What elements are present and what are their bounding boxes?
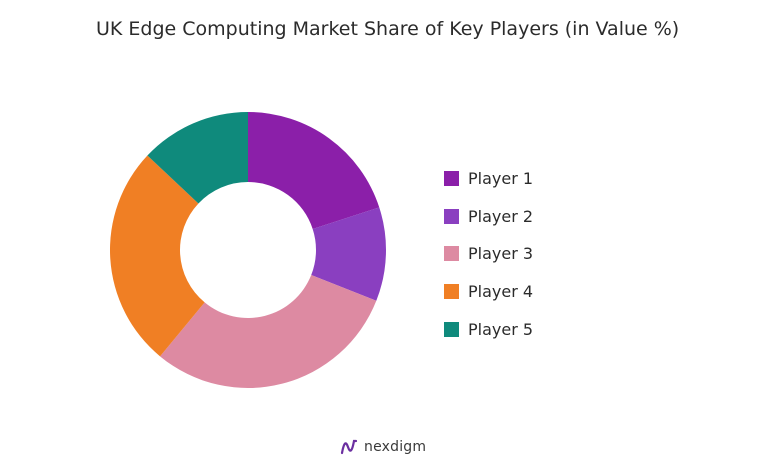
legend-label: Player 2: [468, 206, 534, 226]
legend-swatch: [444, 246, 459, 262]
chart-title: UK Edge Computing Market Share of Key Pl…: [96, 18, 680, 40]
legend: Player 1 Player 2 Player 3 Player 4 Player 5: [444, 160, 533, 348]
nexdigm-logo-icon: [340, 439, 358, 455]
legend-swatch: [444, 321, 459, 337]
slice-5: [147, 112, 248, 204]
legend-item-4: Player 4: [444, 273, 533, 311]
slice-3: [160, 275, 377, 388]
legend-item-2: Player 2: [444, 198, 533, 236]
legend-item-3: Player 3: [444, 235, 533, 273]
slice-4: [109, 155, 205, 357]
brand-name: nexdigm: [364, 439, 427, 455]
legend-item-1: Player 1: [444, 160, 533, 198]
legend-label: Player 4: [468, 282, 534, 302]
legend-label: Player 5: [468, 319, 534, 339]
slice-2: [311, 207, 386, 301]
slice-1: [248, 112, 380, 229]
legend-swatch: [444, 171, 459, 187]
legend-swatch: [444, 208, 459, 224]
legend-label: Player 3: [468, 244, 534, 264]
legend-label: Player 1: [468, 169, 534, 189]
legend-item-5: Player 5: [444, 310, 533, 348]
brand: nexdigm: [340, 438, 426, 456]
donut-slices: [109, 112, 386, 388]
legend-swatch: [444, 284, 459, 300]
